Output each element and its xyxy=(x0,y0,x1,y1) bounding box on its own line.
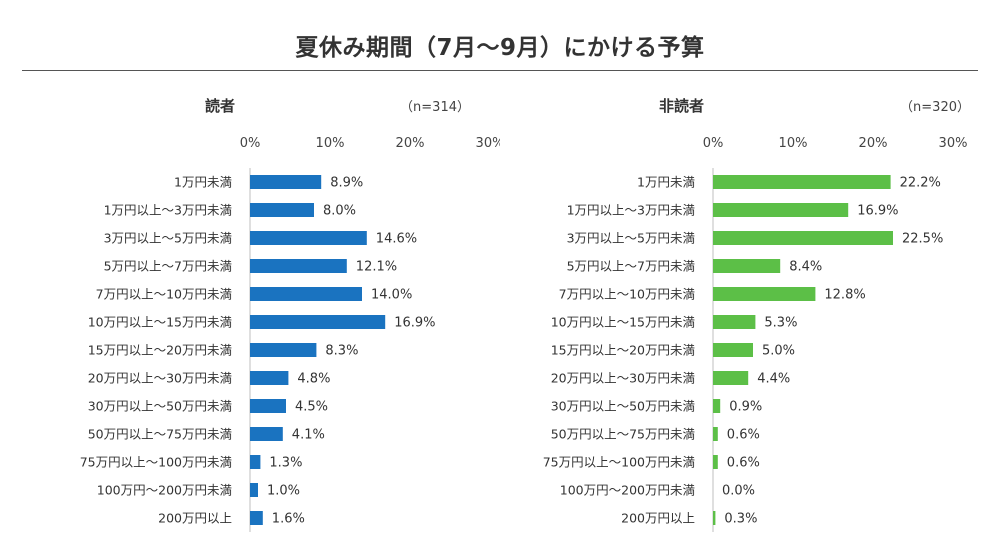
category-label: 3万円以上〜5万円未満 xyxy=(567,231,695,246)
category-label: 15万円以上〜20万円未満 xyxy=(551,343,695,358)
axis-tick-label: 10% xyxy=(779,136,808,151)
category-label: 1万円未満 xyxy=(174,175,232,190)
data-label: 4.5% xyxy=(295,400,328,415)
category-label: 5万円以上〜7万円未満 xyxy=(567,259,695,274)
sample-size: （n=314） xyxy=(400,100,470,115)
data-label: 14.6% xyxy=(376,232,417,247)
bar xyxy=(250,371,289,385)
non-readers-chart: 非読者 （n=320） 0% 10% 20% 30% 1万円未満 22.2% 1万円以上〜3万円… xyxy=(543,97,970,532)
bar xyxy=(250,483,258,497)
data-label: 1.6% xyxy=(272,512,305,527)
category-label: 10万円以上〜15万円未満 xyxy=(551,315,695,330)
bar xyxy=(250,203,314,217)
sample-size: （n=320） xyxy=(900,100,970,115)
bar xyxy=(250,511,263,525)
bar xyxy=(250,343,317,357)
data-label: 0.3% xyxy=(724,512,757,527)
data-label: 0.6% xyxy=(727,456,760,471)
category-label: 30万円以上〜50万円未満 xyxy=(551,399,695,414)
category-label: 20万円以上〜30万円未満 xyxy=(88,371,232,386)
bar xyxy=(713,203,849,217)
data-label: 5.0% xyxy=(762,344,795,359)
category-label: 50万円以上〜75万円未満 xyxy=(88,427,232,442)
category-label: 5万円以上〜7万円未満 xyxy=(104,259,232,274)
data-label: 16.9% xyxy=(394,316,435,331)
data-label: 12.1% xyxy=(356,260,397,275)
data-label: 0.9% xyxy=(729,400,762,415)
bar xyxy=(713,315,756,329)
axis-tick-label: 30% xyxy=(476,136,500,151)
bar xyxy=(250,455,261,469)
bar xyxy=(713,343,753,357)
category-label: 100万円〜200万円未満 xyxy=(97,483,232,498)
data-label: 8.3% xyxy=(325,344,358,359)
bar xyxy=(250,315,386,329)
data-label: 0.6% xyxy=(727,428,760,443)
axis-tick-label: 0% xyxy=(240,136,261,151)
bar xyxy=(250,427,283,441)
axis-tick-label: 10% xyxy=(316,136,345,151)
axis-tick-label: 30% xyxy=(939,136,968,151)
axis-tick-label: 0% xyxy=(703,136,724,151)
category-label: 75万円以上〜100万円未満 xyxy=(80,455,232,470)
category-label: 1万円以上〜3万円未満 xyxy=(567,203,695,218)
data-label: 8.0% xyxy=(323,204,356,219)
category-label: 200万円以上 xyxy=(621,511,695,526)
category-label: 3万円以上〜5万円未満 xyxy=(104,231,232,246)
category-label: 20万円以上〜30万円未満 xyxy=(551,371,695,386)
axis-tick-label: 20% xyxy=(859,136,888,151)
category-label: 15万円以上〜20万円未満 xyxy=(88,343,232,358)
category-label: 7万円以上〜10万円未満 xyxy=(559,287,695,302)
bar xyxy=(713,427,718,441)
data-label: 1.0% xyxy=(267,484,300,499)
bar xyxy=(250,259,347,273)
data-label: 0.0% xyxy=(722,484,755,499)
data-label: 8.9% xyxy=(330,176,363,191)
data-label: 1.3% xyxy=(269,456,302,471)
category-label: 200万円以上 xyxy=(158,511,232,526)
bar xyxy=(250,231,367,245)
page-title: 夏休み期間（7月〜9月）にかける予算 xyxy=(295,35,705,61)
readers-chart: 読者 （n=314） 0% 10% 20% 30% 1万円未満 8.9% 1万円以上〜3万円未満… xyxy=(80,97,500,532)
data-label: 4.8% xyxy=(297,372,330,387)
category-label: 10万円以上〜15万円未満 xyxy=(88,315,232,330)
data-label: 8.4% xyxy=(789,260,822,275)
panel-title: 非読者 xyxy=(659,97,704,115)
data-label: 22.2% xyxy=(900,176,941,191)
bar xyxy=(713,371,749,385)
bar xyxy=(713,231,893,245)
bar xyxy=(713,399,721,413)
category-label: 75万円以上〜100万円未満 xyxy=(543,455,695,470)
title-divider xyxy=(22,70,978,71)
bar xyxy=(250,175,322,189)
data-label: 22.5% xyxy=(902,232,943,247)
bar xyxy=(713,287,816,301)
category-label: 1万円未満 xyxy=(637,175,695,190)
data-label: 16.9% xyxy=(857,204,898,219)
data-label: 12.8% xyxy=(824,288,865,303)
bar xyxy=(250,399,286,413)
category-label: 30万円以上〜50万円未満 xyxy=(88,399,232,414)
data-label: 4.4% xyxy=(757,372,790,387)
category-label: 50万円以上〜75万円未満 xyxy=(551,427,695,442)
category-label: 1万円以上〜3万円未満 xyxy=(104,203,232,218)
bar xyxy=(713,455,718,469)
category-label: 100万円〜200万円未満 xyxy=(560,483,695,498)
axis-tick-label: 20% xyxy=(396,136,425,151)
data-label: 5.3% xyxy=(764,316,797,331)
data-label: 4.1% xyxy=(292,428,325,443)
bar xyxy=(713,511,716,525)
category-label: 7万円以上〜10万円未満 xyxy=(96,287,232,302)
bar xyxy=(713,175,891,189)
bar xyxy=(713,259,781,273)
data-label: 14.0% xyxy=(371,288,412,303)
panel-title: 読者 xyxy=(205,97,235,115)
bar xyxy=(250,287,362,301)
